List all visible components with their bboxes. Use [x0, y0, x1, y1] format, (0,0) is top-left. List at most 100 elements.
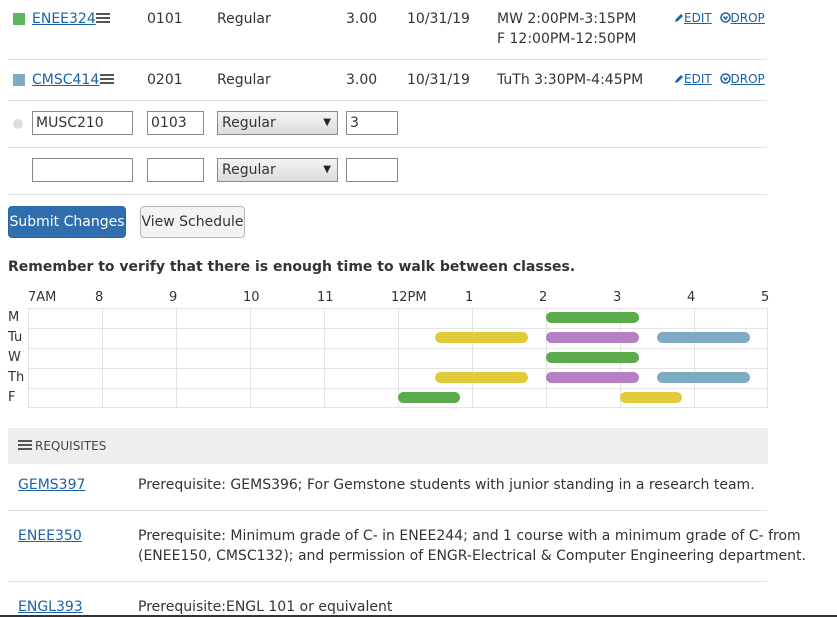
grid-line	[28, 328, 768, 329]
drop-label: DROP	[730, 11, 765, 25]
date: 10/31/19	[407, 72, 470, 88]
class-block	[398, 392, 460, 403]
day-label: Th	[8, 370, 25, 385]
day-label: F	[8, 390, 16, 405]
grid-line	[28, 388, 768, 389]
requisite-description: Prerequisite: GEMS396; For Gemstone stud…	[138, 477, 755, 493]
class-block	[657, 372, 750, 383]
row-divider	[8, 59, 767, 60]
requisites-header: REQUISITES	[8, 428, 768, 464]
credits: 3.00	[346, 11, 378, 27]
pencil-icon	[675, 14, 683, 22]
credits-input[interactable]	[346, 158, 398, 182]
requisites-title: REQUISITES	[35, 439, 107, 453]
hour-label: 5	[761, 290, 770, 305]
course-input[interactable]	[32, 158, 133, 182]
requisite-course-link[interactable]: ENEE350	[18, 528, 82, 544]
course-link[interactable]: CMSC414	[32, 72, 100, 88]
hour-label: 9	[169, 290, 178, 305]
row-divider	[8, 194, 767, 195]
grid-line	[28, 308, 29, 408]
row-divider	[8, 581, 767, 582]
hour-label: 1	[465, 290, 474, 305]
grading-method: Regular	[217, 11, 271, 27]
schedule-grid	[28, 308, 768, 408]
day-label: W	[8, 350, 21, 365]
hour-label: 12PM	[391, 290, 427, 305]
requisite-course-link[interactable]: ENGL393	[18, 599, 83, 615]
schedule-line: F 12:00PM-12:50PM	[497, 31, 637, 47]
course-color-swatch	[13, 74, 25, 86]
hour-label: 3	[613, 290, 622, 305]
hour-label: 8	[95, 290, 104, 305]
circle-arrow-icon	[719, 12, 731, 23]
day-label: M	[8, 310, 20, 325]
day-label: Tu	[8, 330, 23, 345]
drop-label: DROP	[730, 72, 765, 86]
grid-line	[694, 308, 695, 408]
hour-label: 11	[317, 290, 334, 305]
row-divider	[8, 510, 767, 511]
grid-line	[398, 308, 399, 408]
grid-line	[176, 308, 177, 408]
section-number: 0201	[147, 72, 183, 88]
class-block	[546, 312, 639, 323]
requisite-course-link[interactable]: GEMS397	[18, 477, 86, 493]
requisite-description: (ENEE150, CMSC132); and permission of EN…	[138, 548, 806, 564]
dot-icon	[13, 119, 23, 129]
submit-changes-button[interactable]: Submit Changes	[8, 206, 126, 238]
circle-arrow-icon	[719, 73, 731, 84]
list-icon[interactable]	[100, 74, 114, 85]
section-input[interactable]	[147, 111, 204, 135]
row-divider	[8, 100, 767, 101]
chevron-down-icon: ▼	[323, 117, 331, 128]
hour-label: 10	[243, 290, 260, 305]
chevron-down-icon: ▼	[323, 164, 331, 175]
grid-line	[767, 308, 768, 408]
hour-label: 2	[539, 290, 548, 305]
grid-line	[28, 308, 768, 309]
list-icon[interactable]	[96, 13, 110, 24]
page-edge-line	[0, 615, 837, 617]
course-link[interactable]: ENEE324	[32, 11, 96, 27]
edit-link[interactable]: EDIT	[674, 72, 716, 86]
walk-time-warning: Remember to verify that there is enough …	[8, 259, 576, 275]
schedule-line: TuTh 3:30PM-4:45PM	[497, 72, 644, 88]
hour-label: 7AM	[28, 290, 57, 305]
requisite-description: Prerequisite: Minimum grade of C- in ENE…	[138, 528, 801, 544]
edit-label: EDIT	[684, 72, 712, 86]
class-block	[620, 392, 682, 403]
grid-line	[250, 308, 251, 408]
edit-label: EDIT	[684, 11, 712, 25]
class-block	[546, 332, 639, 343]
grading-method: Regular	[217, 72, 271, 88]
class-block	[546, 372, 639, 383]
date: 10/31/19	[407, 11, 470, 27]
class-block	[657, 332, 750, 343]
credits-input[interactable]	[346, 111, 398, 135]
schedule-line: MW 2:00PM-3:15PM	[497, 11, 637, 27]
view-schedule-button[interactable]: View Schedule	[140, 206, 245, 238]
list-bullets-icon	[18, 440, 32, 451]
course-input[interactable]	[32, 111, 133, 135]
grid-line	[28, 407, 768, 408]
grid-line	[324, 308, 325, 408]
credits: 3.00	[346, 72, 378, 88]
pencil-icon	[675, 75, 683, 83]
grid-line	[28, 368, 768, 369]
drop-link[interactable]: DROP	[719, 72, 765, 86]
class-block	[435, 372, 528, 383]
course-color-swatch	[13, 13, 25, 25]
class-block	[435, 332, 528, 343]
drop-link[interactable]: DROP	[719, 11, 765, 25]
grading-select[interactable]: Regular ▼	[217, 111, 338, 135]
grid-line	[472, 308, 473, 408]
row-divider	[8, 147, 767, 148]
grid-line	[102, 308, 103, 408]
edit-link[interactable]: EDIT	[674, 11, 716, 25]
grading-select-value: Regular	[222, 162, 276, 178]
requisite-description: Prerequisite:ENGL 101 or equivalent	[138, 599, 393, 615]
hour-label: 4	[687, 290, 696, 305]
section-input[interactable]	[147, 158, 204, 182]
grading-select[interactable]: Regular ▼	[217, 158, 338, 182]
